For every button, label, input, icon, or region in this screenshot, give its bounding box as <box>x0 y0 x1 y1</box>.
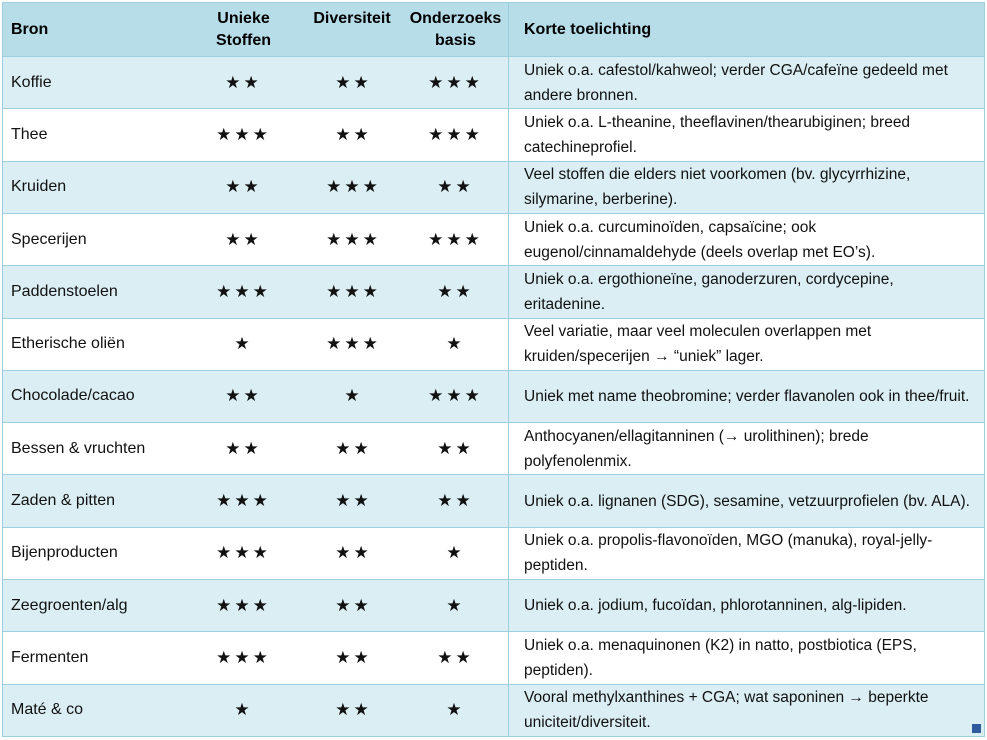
row-bron-label: Bessen & vruchten <box>11 439 146 457</box>
table-resize-handle-icon[interactable] <box>972 724 981 733</box>
row-toelichting-text: Veel stoffen die elders niet voorkomen (… <box>508 161 984 213</box>
table-row: Chocolade/cacao ★★ ★ ★★★ Uniek met name … <box>3 369 984 423</box>
row-bron-label: Maté & co <box>11 701 84 719</box>
row-toelichting-text: Uniek o.a. curcuminoïden, capsaïcine; oo… <box>508 213 984 266</box>
row-bron-label: Bijenproducten <box>11 544 118 562</box>
header-unieke-line1: Unieke <box>217 9 270 27</box>
row-unieke-stoffen-stars: ★★★ <box>216 595 271 615</box>
row-bron-label: Zaden & pitten <box>11 492 116 510</box>
row-diversiteit-stars: ★★ <box>335 595 372 615</box>
row-onderzoeksbasis-stars: ★★★ <box>428 386 483 406</box>
table-row: Thee ★★★ ★★ ★★★ Uniek o.a. L-theanine, t… <box>3 108 984 161</box>
header-unieke-stoffen: Unieke Stoffen <box>180 3 304 56</box>
row-onderzoeksbasis-stars: ★ <box>446 700 465 720</box>
row-bron-label: Chocolade/cacao <box>11 387 135 405</box>
header-diversiteit: Diversiteit <box>313 10 391 27</box>
row-diversiteit-stars: ★★ <box>335 491 372 511</box>
row-bron-label: Koffie <box>11 73 52 91</box>
table-row: Paddenstoelen ★★★ ★★★ ★★ Uniek o.a. ergo… <box>3 265 984 318</box>
row-toelichting-text: Uniek met name theobromine; verder flava… <box>508 370 984 423</box>
header-korte-toelichting: Korte toelichting <box>508 3 984 56</box>
row-onderzoeksbasis-stars: ★★ <box>437 648 474 668</box>
row-toelichting-text: Uniek o.a. cafestol/kahweol; verder CGA/… <box>508 57 984 109</box>
row-bron-label: Specerijen <box>11 230 87 248</box>
row-onderzoeksbasis-stars: ★★ <box>437 491 474 511</box>
row-unieke-stoffen-stars: ★★★ <box>216 491 271 511</box>
table-row: Maté & co ★ ★★ ★ Vooral methylxanthines … <box>3 683 984 736</box>
table-row: Fermenten ★★★ ★★ ★★ Uniek o.a. menaquino… <box>3 631 984 684</box>
row-toelichting-text: Uniek o.a. menaquinonen (K2) in natto, p… <box>508 632 984 684</box>
table-row: Kruiden ★★ ★★★ ★★ Veel stoffen die elder… <box>3 160 984 213</box>
row-toelichting-text: Anthocyanen/ellagitanninen (→ urolithine… <box>508 423 984 475</box>
row-unieke-stoffen-stars: ★★★ <box>216 281 271 301</box>
row-onderzoeksbasis-stars: ★ <box>446 595 465 615</box>
row-diversiteit-stars: ★★★ <box>326 281 381 301</box>
row-bron-label: Zeegroenten/alg <box>11 596 128 614</box>
row-onderzoeksbasis-stars: ★★★ <box>428 124 483 144</box>
row-onderzoeksbasis-stars: ★★★ <box>428 229 483 249</box>
header-onderzoeksbasis: Onderzoeks basis <box>400 3 508 56</box>
row-bron-label: Kruiden <box>11 178 67 196</box>
row-toelichting-text: Uniek o.a. jodium, fucoïdan, phlorotanni… <box>508 580 984 632</box>
header-onderzoeks-line2: basis <box>435 31 476 49</box>
row-bron-label: Thee <box>11 125 48 143</box>
row-diversiteit-stars: ★★ <box>335 124 372 144</box>
row-unieke-stoffen-stars: ★★★ <box>216 648 271 668</box>
row-onderzoeksbasis-stars: ★ <box>446 334 465 354</box>
row-bron-label: Etherische oliën <box>11 335 125 353</box>
header-unieke-line2: Stoffen <box>215 31 272 49</box>
row-toelichting-text: Uniek o.a. L-theanine, theeflavinen/thea… <box>508 109 984 161</box>
row-toelichting-text: Uniek o.a. ergothioneïne, ganoderzuren, … <box>508 266 984 318</box>
row-diversiteit-stars: ★★★ <box>326 177 381 197</box>
table-row: Etherische oliën ★ ★★★ ★ Veel variatie, … <box>3 317 984 370</box>
table-row: Zaden & pitten ★★★ ★★ ★★ Uniek o.a. lign… <box>3 474 984 527</box>
table-row: Bessen & vruchten ★★ ★★ ★★ Anthocyanen/e… <box>3 422 984 475</box>
row-bron-label: Paddenstoelen <box>11 282 118 300</box>
row-toelichting-text: Vooral methylxanthines + CGA; wat saponi… <box>508 684 984 736</box>
row-onderzoeksbasis-stars: ★★ <box>437 177 474 197</box>
row-diversiteit-stars: ★★ <box>335 438 372 458</box>
row-diversiteit-stars: ★★ <box>335 543 372 563</box>
row-toelichting-text: Uniek o.a. propolis-flavonoïden, MGO (ma… <box>508 527 984 580</box>
table-row: Bijenproducten ★★★ ★★ ★ Uniek o.a. propo… <box>3 526 984 580</box>
row-onderzoeksbasis-stars: ★★ <box>437 438 474 458</box>
row-unieke-stoffen-stars: ★★★ <box>216 543 271 563</box>
row-onderzoeksbasis-stars: ★★ <box>437 281 474 301</box>
row-diversiteit-stars: ★★ <box>335 72 372 92</box>
table-header-row: Bron Unieke Stoffen Diversiteit Onderzoe… <box>3 3 984 56</box>
row-unieke-stoffen-stars: ★★ <box>225 72 262 92</box>
row-diversiteit-stars: ★★ <box>335 648 372 668</box>
table-row: Koffie ★★ ★★ ★★★ Uniek o.a. cafestol/kah… <box>3 56 984 109</box>
row-onderzoeksbasis-stars: ★ <box>446 543 465 563</box>
row-diversiteit-stars: ★ <box>344 386 363 406</box>
row-unieke-stoffen-stars: ★★★ <box>216 124 271 144</box>
row-diversiteit-stars: ★★★ <box>326 334 381 354</box>
row-unieke-stoffen-stars: ★★ <box>225 438 262 458</box>
row-toelichting-text: Veel variatie, maar veel moleculen overl… <box>508 318 984 370</box>
row-unieke-stoffen-stars: ★★ <box>225 386 262 406</box>
row-unieke-stoffen-stars: ★ <box>234 334 253 354</box>
row-unieke-stoffen-stars: ★ <box>234 700 253 720</box>
row-onderzoeksbasis-stars: ★★★ <box>428 72 483 92</box>
row-unieke-stoffen-stars: ★★ <box>225 177 262 197</box>
row-unieke-stoffen-stars: ★★ <box>225 229 262 249</box>
row-diversiteit-stars: ★★ <box>335 700 372 720</box>
header-bron: Bron <box>11 20 49 38</box>
table-row: Zeegroenten/alg ★★★ ★★ ★ Uniek o.a. jodi… <box>3 579 984 632</box>
table-row: Specerijen ★★ ★★★ ★★★ Uniek o.a. curcumi… <box>3 212 984 266</box>
header-onderzoeks-line1: Onderzoeks <box>409 9 502 27</box>
row-diversiteit-stars: ★★★ <box>326 229 381 249</box>
row-toelichting-text: Uniek o.a. lignanen (SDG), sesamine, vet… <box>508 475 984 527</box>
row-bron-label: Fermenten <box>11 649 89 667</box>
